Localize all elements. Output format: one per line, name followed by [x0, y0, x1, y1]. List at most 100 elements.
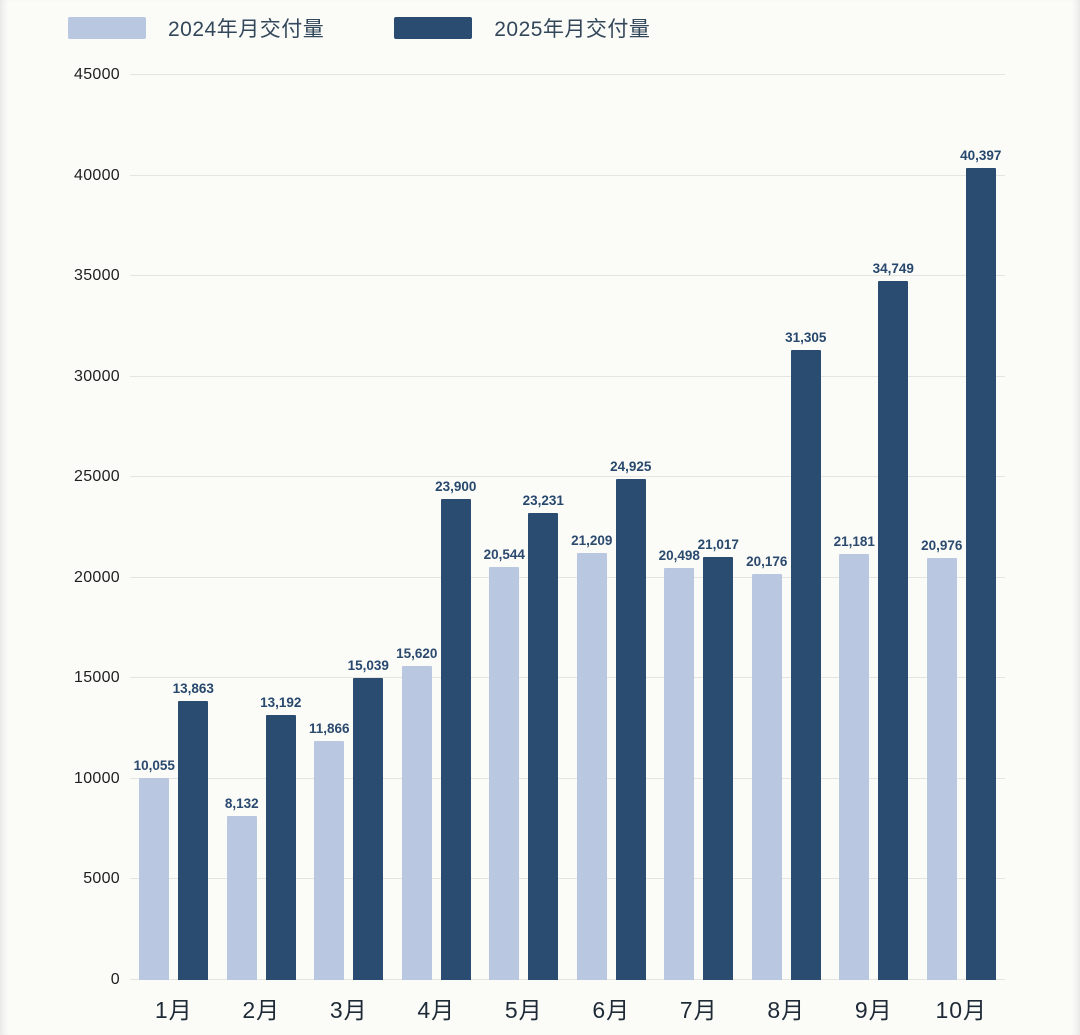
bar-group-9: 21,181 34,749 — [830, 75, 918, 980]
bar-wrap: 21,209 — [571, 75, 612, 980]
bar-2024-1月 — [139, 777, 170, 980]
x-tick-label: 3月 — [329, 996, 368, 1023]
bar-2025-1月 — [178, 701, 209, 980]
y-tick-label: 5000 — [83, 870, 120, 888]
gridline — [130, 576, 1005, 578]
bar-2024-4月 — [401, 665, 432, 980]
gridline — [130, 878, 1005, 880]
bar-group-7: 20,498 21,017 — [655, 75, 743, 980]
legend-swatch-2025 — [394, 17, 473, 39]
bar-group-1: 10,055 13,863 — [130, 75, 218, 980]
bar-value-label: 13,192 — [260, 694, 302, 710]
x-tick-label: 5月 — [504, 996, 543, 1023]
legend-item-2025: 2025年月交付量 — [394, 13, 650, 43]
chart-legend: 2024年月交付量 2025年月交付量 — [68, 13, 650, 43]
legend-swatch-2024 — [68, 17, 146, 39]
bar-wrap: 34,749 — [873, 75, 914, 980]
gridline — [130, 677, 1005, 679]
y-tick-label: 15000 — [74, 669, 120, 687]
bar-wrap: 31,305 — [785, 75, 826, 980]
legend-label: 2024年月交付量 — [168, 18, 325, 41]
bar-value-label: 23,231 — [522, 492, 564, 508]
bar-groups: 10,055 13,863 8,132 13,192 11,866 15,039 15,62… — [130, 75, 1005, 980]
bar-2025-6月 — [615, 478, 646, 980]
bar-2025-2月 — [265, 714, 296, 980]
bar-2024-8月 — [751, 574, 782, 980]
legend-label: 2025年月交付量 — [494, 18, 651, 41]
bar-2025-7月 — [703, 557, 734, 980]
bar-2024-3月 — [314, 741, 345, 980]
bar-2024-7月 — [664, 567, 695, 980]
bar-value-label: 20,976 — [921, 538, 963, 554]
y-tick-label: 30000 — [74, 367, 120, 385]
gridline — [130, 777, 1005, 779]
gridline — [130, 979, 1005, 980]
plot-area: 10,055 13,863 8,132 13,192 11,866 15,039 15,62… — [130, 74, 1005, 980]
bar-value-label: 21,017 — [697, 537, 739, 553]
gridline — [130, 375, 1005, 377]
bar-wrap: 10,055 — [134, 75, 175, 980]
bar-wrap: 13,192 — [260, 75, 301, 980]
gridline — [130, 74, 1005, 75]
bar-value-label: 21,181 — [833, 534, 875, 550]
bar-value-label: 8,132 — [224, 796, 259, 812]
bar-2025-9月 — [878, 281, 909, 980]
bar-value-label: 10,055 — [133, 757, 175, 773]
x-axis: 1月 2月 3月 4月 5月 6月 7月 8月 9月 10月 — [130, 980, 1005, 1035]
bar-2025-5月 — [528, 512, 559, 980]
bar-value-label: 23,900 — [435, 479, 477, 495]
y-tick-label: 25000 — [74, 468, 120, 486]
bar-2024-9月 — [839, 554, 870, 980]
bar-group-3: 11,866 15,039 — [305, 75, 393, 980]
bar-group-8: 20,176 31,305 — [743, 75, 831, 980]
bar-value-label: 20,544 — [483, 546, 525, 562]
gridline — [130, 476, 1005, 478]
bar-2025-8月 — [790, 350, 821, 980]
bar-value-label: 34,749 — [872, 261, 914, 277]
bar-value-label: 11,866 — [308, 721, 350, 737]
bar-wrap: 23,231 — [523, 75, 564, 980]
bar-wrap: 8,132 — [224, 75, 259, 980]
bar-value-label: 20,498 — [658, 547, 700, 563]
bar-value-label: 31,305 — [785, 330, 827, 346]
bar-value-label: 15,620 — [396, 645, 438, 661]
y-tick-label: 35000 — [74, 267, 120, 285]
y-tick-label: 20000 — [74, 568, 120, 586]
bar-wrap: 11,866 — [309, 75, 350, 980]
x-tick-label: 7月 — [679, 996, 718, 1023]
x-tick-label: 6月 — [592, 996, 631, 1023]
bar-wrap: 23,900 — [435, 75, 476, 980]
gridline — [130, 174, 1005, 176]
bar-group-6: 21,209 24,925 — [568, 75, 656, 980]
bar-wrap: 21,017 — [698, 75, 739, 980]
bar-value-label: 40,397 — [960, 147, 1002, 163]
y-tick-label: 40000 — [74, 166, 120, 184]
y-tick-label: 10000 — [74, 769, 120, 787]
bar-wrap: 20,498 — [659, 75, 700, 980]
bar-2024-6月 — [576, 553, 607, 980]
y-tick-label: 45000 — [74, 66, 120, 83]
bar-wrap: 20,976 — [921, 75, 962, 980]
bar-2024-10月 — [926, 558, 957, 980]
bar-wrap: 20,544 — [484, 75, 525, 980]
bar-wrap: 20,176 — [746, 75, 787, 980]
legend-item-2024: 2024年月交付量 — [68, 13, 324, 43]
bar-group-2: 8,132 13,192 — [218, 75, 306, 980]
bar-2025-3月 — [353, 677, 384, 980]
bar-wrap: 13,863 — [173, 75, 214, 980]
bar-wrap: 40,397 — [960, 75, 1001, 980]
bar-2025-10月 — [965, 167, 996, 980]
gridline — [130, 275, 1005, 277]
bar-group-4: 15,620 23,900 — [393, 75, 481, 980]
bar-wrap: 15,039 — [348, 75, 389, 980]
bar-value-label: 20,176 — [746, 554, 788, 570]
x-tick-label: 2月 — [242, 996, 281, 1023]
y-tick-label: 0 — [110, 971, 120, 988]
x-tick-label: 4月 — [417, 996, 456, 1023]
bar-wrap: 15,620 — [396, 75, 437, 980]
bar-value-label: 15,039 — [347, 657, 389, 673]
y-axis: 0 5000 10000 15000 20000 25000 30000 35000 40000… — [0, 66, 120, 988]
bar-wrap: 21,181 — [834, 75, 875, 980]
bar-group-5: 20,544 23,231 — [480, 75, 568, 980]
